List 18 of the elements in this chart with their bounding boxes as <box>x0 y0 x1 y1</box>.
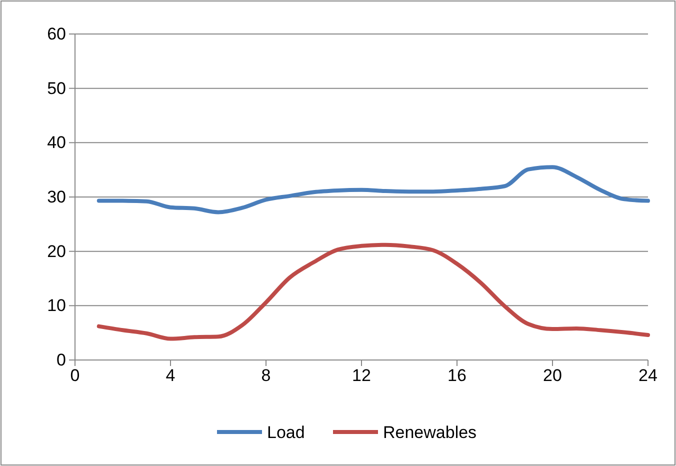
x-tick-label: 20 <box>543 366 562 386</box>
y-tick-label: 0 <box>56 350 66 370</box>
y-tick-label: 40 <box>47 133 66 152</box>
y-tick-label: 30 <box>47 187 66 206</box>
legend-label: Renewables <box>383 423 477 442</box>
x-tick-label: 12 <box>352 366 371 386</box>
line-series <box>96 165 650 214</box>
x-tick-label: 0 <box>70 366 80 386</box>
x-tick-label: 8 <box>261 366 271 386</box>
y-tick-label: 10 <box>47 296 66 316</box>
y-tick-label: 50 <box>47 78 66 98</box>
y-tick-label: 60 <box>47 24 66 44</box>
line-series <box>96 242 650 341</box>
x-tick-label: 16 <box>448 366 466 386</box>
x-tick-label: 24 <box>638 366 658 386</box>
x-tick-label: 4 <box>166 366 176 386</box>
legend-label: Load <box>267 423 305 442</box>
y-tick-label: 20 <box>47 242 66 261</box>
